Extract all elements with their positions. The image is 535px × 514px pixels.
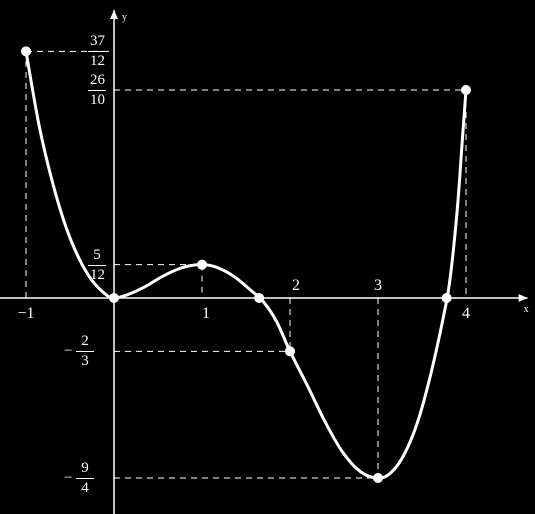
fraction-numerator: 9 xyxy=(76,461,94,476)
x-tick-label: 3 xyxy=(374,277,382,294)
y-tick-fraction: 94 xyxy=(76,461,94,496)
x-tick-label: 4 xyxy=(462,305,470,322)
fraction-bar xyxy=(88,90,106,91)
plot-point xyxy=(109,293,119,303)
x-tick-label: 1 xyxy=(202,305,210,322)
plot-point xyxy=(373,473,383,483)
y-axis-arrow xyxy=(110,10,118,19)
plot-point xyxy=(461,85,471,95)
plot-point xyxy=(285,346,295,356)
y-tick-fraction: 3712 xyxy=(88,34,106,69)
fraction-bar xyxy=(76,478,94,479)
y-tick-fraction: 23 xyxy=(76,334,94,369)
x-axis-label: x xyxy=(524,304,529,315)
fraction-denominator: 3 xyxy=(76,354,94,369)
plot-svg: yx−11234 xyxy=(0,0,535,514)
fraction-denominator: 4 xyxy=(76,481,94,496)
y-axis-label: y xyxy=(122,12,127,23)
y-tick-fraction: 2610 xyxy=(88,73,106,108)
fraction-numerator: 26 xyxy=(88,73,106,88)
x-axis-arrow xyxy=(519,294,528,302)
fraction-numerator: 2 xyxy=(76,334,94,349)
fraction-denominator: 12 xyxy=(88,54,106,69)
y-tick-fraction: 512 xyxy=(88,248,106,283)
plot-point xyxy=(197,260,207,270)
fraction-numerator: 5 xyxy=(88,248,106,263)
fraction-denominator: 12 xyxy=(88,268,106,283)
x-tick-label: −1 xyxy=(17,305,34,322)
plot-point xyxy=(21,46,31,56)
fraction-numerator: 37 xyxy=(88,34,106,49)
plot-point xyxy=(442,293,452,303)
function-plot: yx−11234 371226105122394 xyxy=(0,0,535,514)
fraction-bar xyxy=(88,51,106,52)
plot-point xyxy=(254,293,264,303)
fraction-denominator: 10 xyxy=(88,93,106,108)
fraction-bar xyxy=(88,265,106,266)
x-tick-label: 2 xyxy=(292,277,300,294)
fraction-bar xyxy=(76,351,94,352)
